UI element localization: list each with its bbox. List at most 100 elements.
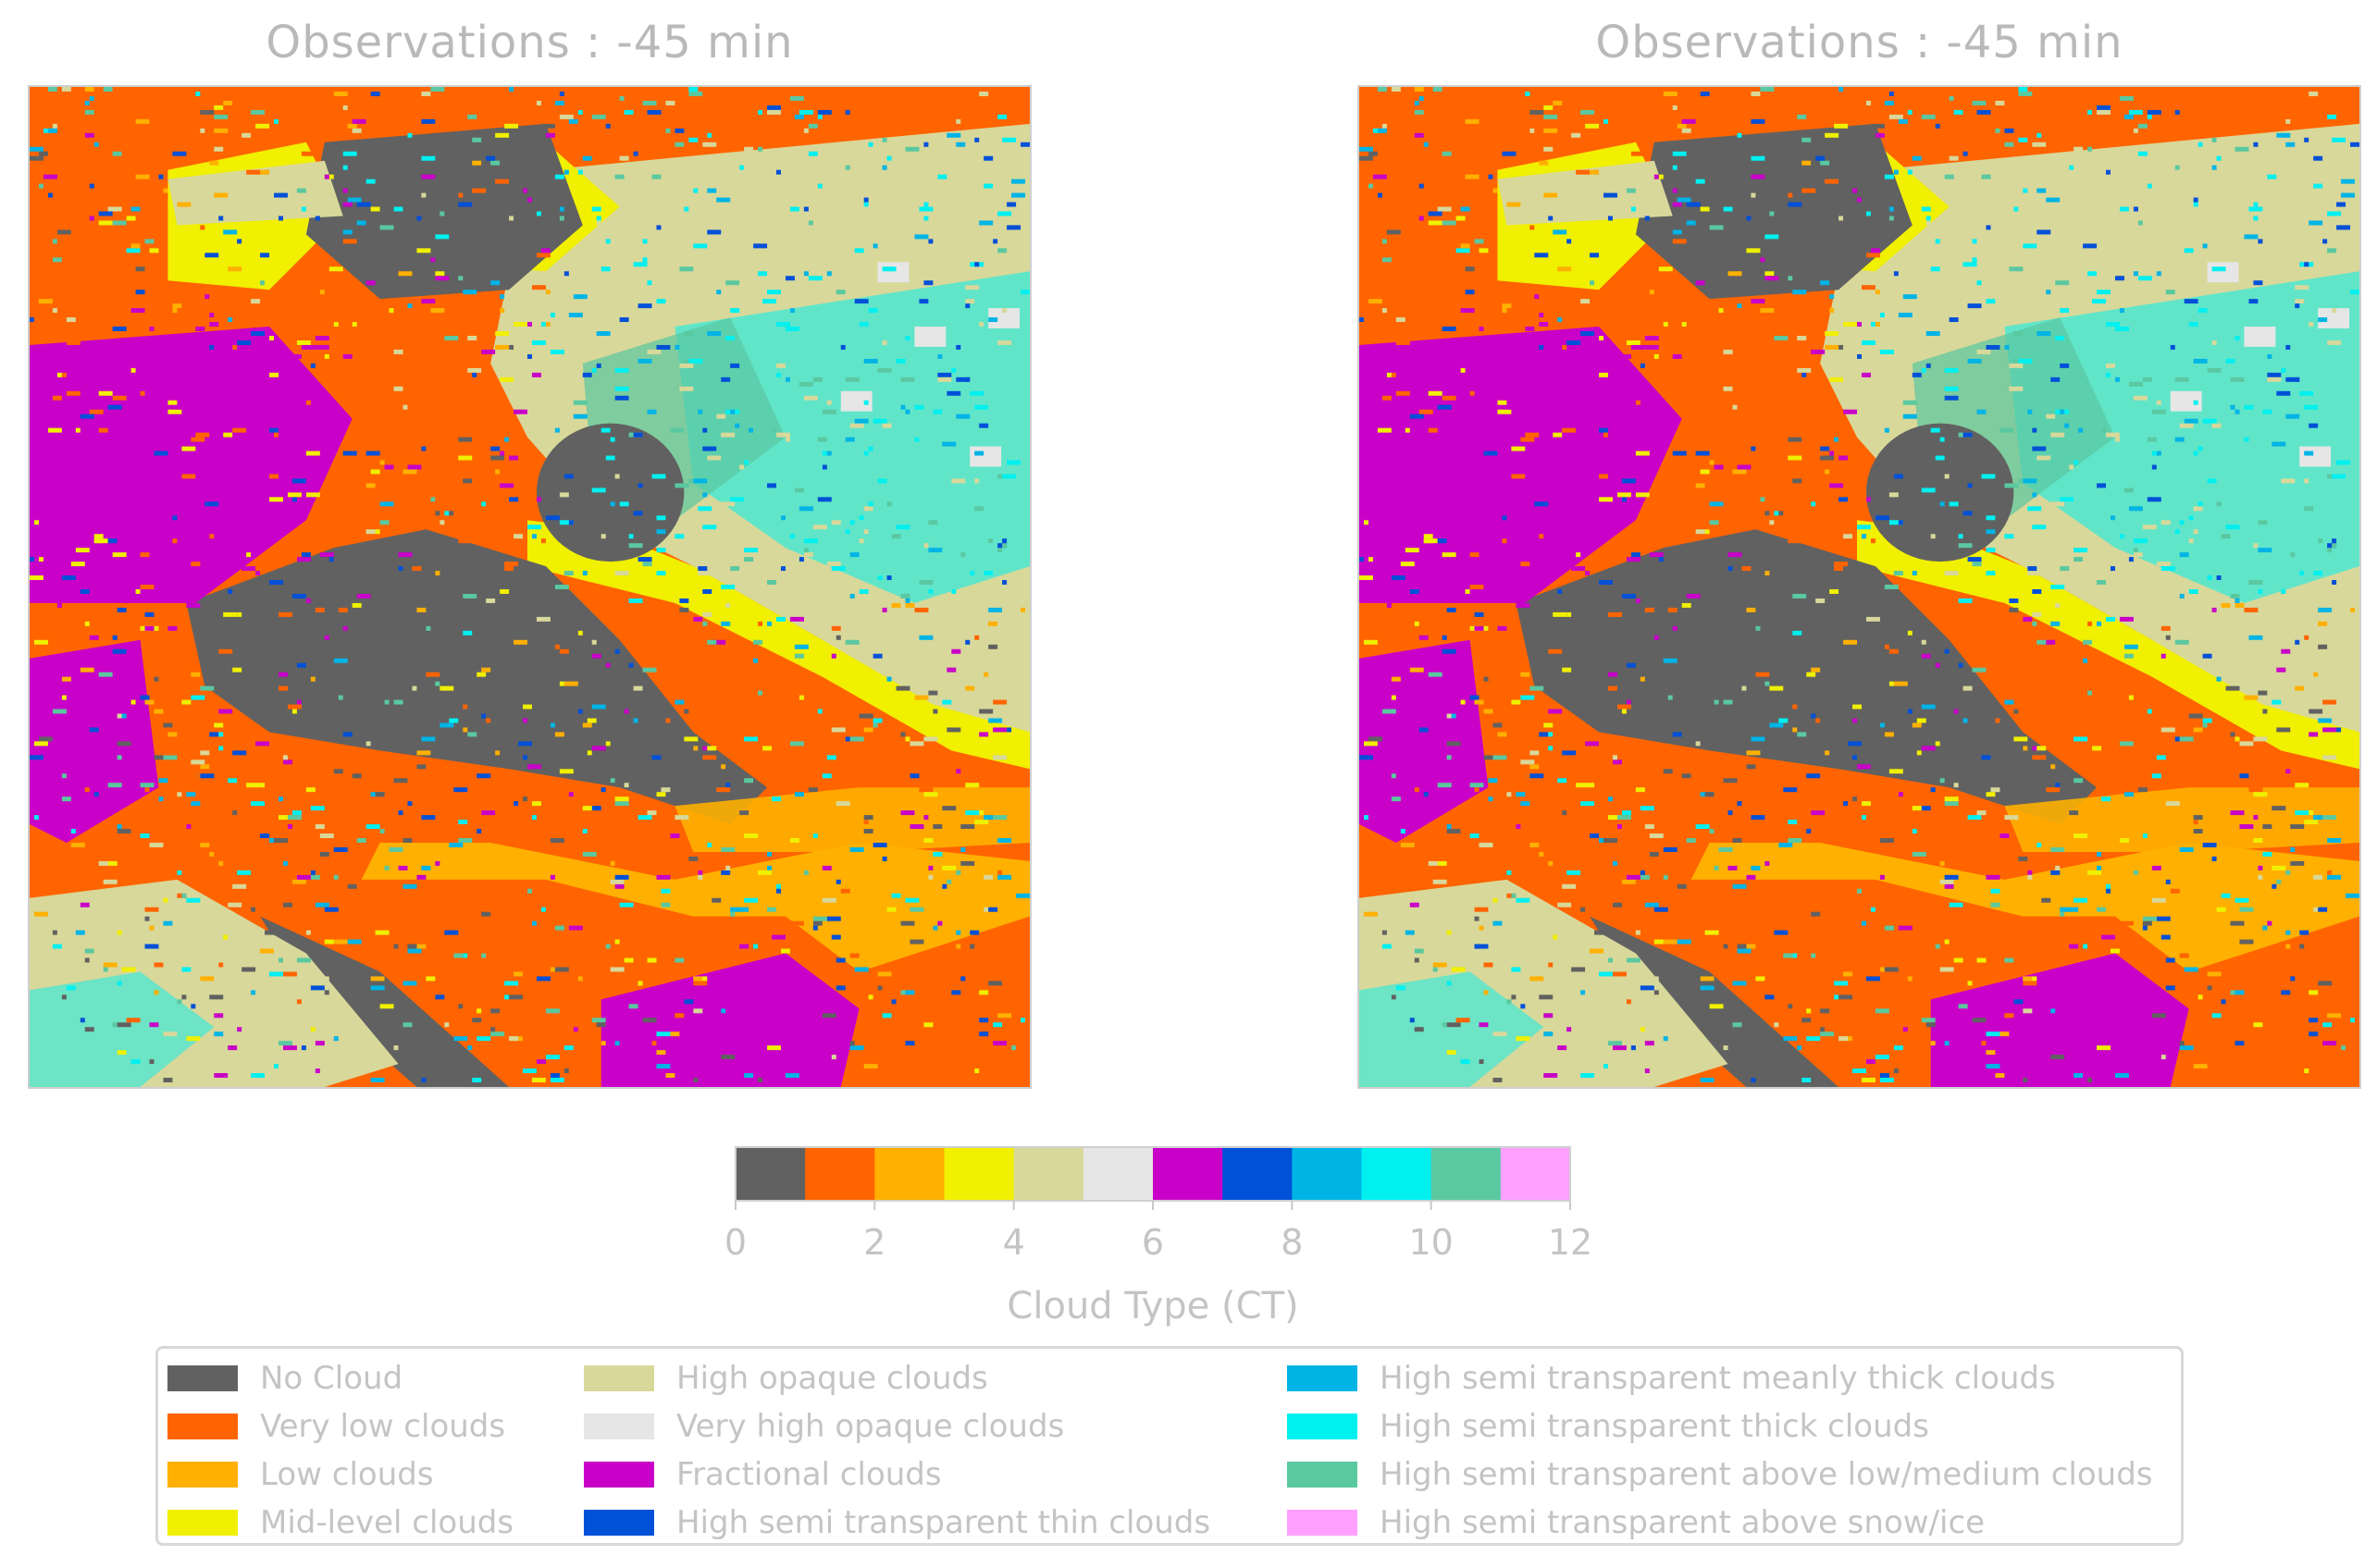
cloud-pixel — [1475, 612, 1484, 617]
cloud-pixel — [1415, 110, 1424, 115]
cloud-pixel — [832, 626, 841, 631]
cloud-pixel — [675, 534, 684, 538]
cloud-pixel — [1442, 1022, 1447, 1027]
cloud-pixel — [269, 428, 279, 433]
cloud-pixel — [237, 612, 241, 617]
cloud-pixel — [181, 994, 186, 999]
cloud-pixel — [1475, 239, 1484, 243]
cloud-pixel — [1724, 207, 1733, 212]
cloud-pixel — [2157, 401, 2161, 405]
cloud-pixel — [1705, 931, 1719, 935]
cloud-pixel — [2231, 810, 2245, 815]
cloud-pixel — [850, 954, 860, 958]
cloud-pixel — [2281, 589, 2285, 594]
cloud-pixel — [1433, 87, 1442, 92]
cloud-pixel — [1382, 710, 1396, 714]
cloud-pixel — [2341, 193, 2355, 198]
cloud-pixel — [546, 322, 551, 327]
cloud-pixel — [1811, 501, 1815, 506]
cloud-pixel — [118, 1022, 131, 1027]
cloud-pixel — [204, 501, 218, 506]
cloud-pixel — [1562, 810, 1566, 815]
cloud-pixel — [2097, 967, 2101, 971]
cloud-pixel — [200, 843, 209, 847]
cloud-pixel — [2309, 424, 2318, 428]
cloud-pixel — [1908, 631, 1913, 636]
cloud-pixel — [693, 976, 702, 981]
cloud-pixel — [1429, 792, 1442, 796]
cloud-pixel — [2111, 566, 2115, 571]
cloud-pixel — [30, 359, 34, 364]
cloud-pixel — [2332, 138, 2346, 142]
cloud-pixel — [2281, 478, 2295, 483]
cloud-pixel — [481, 810, 495, 815]
cloud-pixel — [1945, 1041, 1950, 1045]
cloud-pixel — [1608, 612, 1622, 617]
cloud-pixel — [2074, 461, 2078, 465]
cloud-pixel — [1650, 806, 1654, 810]
cloud-pixel — [339, 327, 348, 331]
cloud-pixel — [1456, 1018, 1470, 1022]
cloud-pixel — [2120, 921, 2134, 926]
cloud-pixel — [2180, 520, 2185, 525]
cloud-pixel — [2185, 967, 2198, 971]
cloud-pixel — [1580, 801, 1594, 806]
cloud-pixel — [2313, 875, 2322, 880]
cloud-pixel — [1654, 940, 1664, 945]
cloud-pixel — [1529, 129, 1534, 133]
cloud-pixel — [1650, 852, 1659, 857]
cloud-pixel — [467, 1045, 472, 1050]
cloud-pixel — [1926, 216, 1931, 220]
cloud-pixel — [2208, 971, 2222, 976]
cloud-pixel — [1894, 682, 1908, 686]
cloud-pixel — [988, 538, 993, 543]
cloud-pixel — [1447, 755, 1452, 759]
cloud-pixel — [951, 368, 956, 373]
cloud-pixel — [1977, 958, 1987, 963]
cloud-pixel — [2222, 976, 2235, 981]
cloud-pixel — [1954, 710, 1959, 714]
cloud-pixel — [2092, 299, 2106, 303]
cloud-pixel — [439, 520, 444, 525]
cloud-pixel — [551, 875, 555, 880]
cloud-pixel — [2309, 732, 2318, 736]
cloud-pixel — [1664, 769, 1673, 773]
cloud-pixel — [1811, 954, 1815, 958]
cloud-pixel — [223, 433, 232, 438]
cloud-pixel — [113, 1022, 118, 1027]
cloud-pixel — [1936, 945, 1940, 949]
cloud-pixel — [1968, 359, 1982, 364]
cloud-pixel — [1838, 497, 1848, 501]
cloud-pixel — [1913, 806, 1922, 810]
cloud-pixel — [1520, 801, 1529, 806]
cloud-pixel — [1995, 129, 1999, 133]
cloud-pixel — [634, 152, 638, 156]
cloud-pixel — [62, 373, 67, 377]
cloud-pixel — [1719, 847, 1733, 852]
cloud-pixel — [104, 880, 118, 884]
cloud-pixel — [172, 538, 177, 543]
cloud-pixel — [665, 1073, 675, 1078]
cloud-pixel — [541, 322, 546, 327]
cloud-pixel — [1650, 290, 1654, 294]
cloud-pixel — [979, 220, 993, 225]
cloud-pixel — [1543, 147, 1553, 152]
cloud-pixel — [979, 990, 988, 994]
cloud-pixel — [776, 364, 786, 368]
cloud-pixel — [846, 529, 850, 534]
cloud-pixel — [956, 345, 960, 350]
cloud-pixel — [850, 424, 864, 428]
cloud-pixel — [1608, 796, 1613, 801]
cloud-pixel — [1548, 469, 1553, 474]
cloud-pixel — [2235, 603, 2244, 608]
cloud-pixel — [1617, 354, 1631, 359]
cloud-pixel — [1484, 755, 1493, 759]
cloud-pixel — [574, 1027, 578, 1031]
cloud-pixel — [306, 787, 316, 792]
cloud-pixel — [90, 96, 94, 101]
cloud-pixel — [827, 562, 841, 566]
cloud-pixel — [1636, 599, 1640, 603]
cloud-pixel — [228, 1045, 237, 1050]
cloud-pixel — [823, 1013, 836, 1018]
cloud-pixel — [1359, 317, 1364, 322]
